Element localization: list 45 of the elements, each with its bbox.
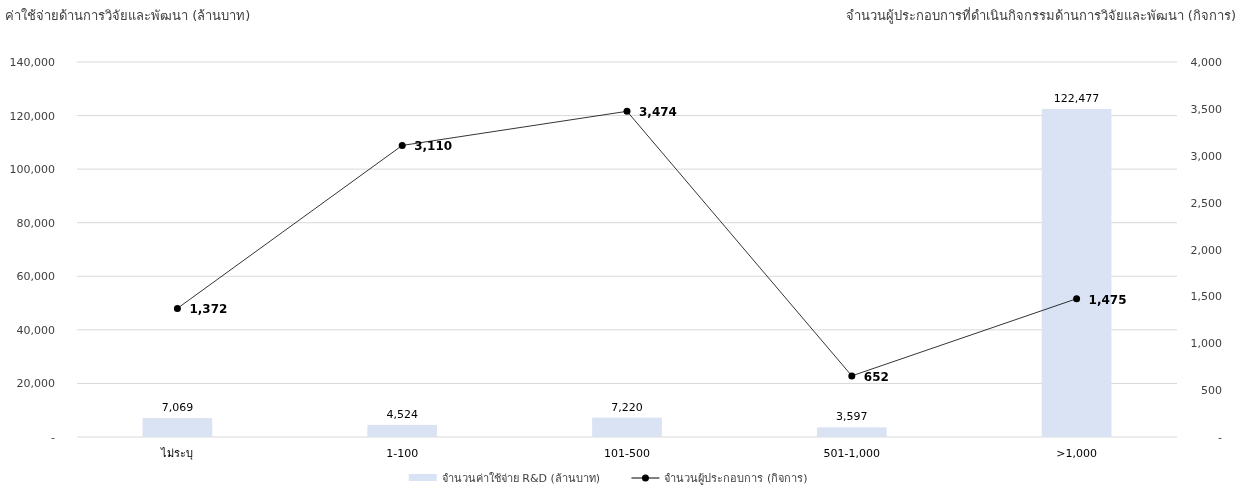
y2-axis-title: จำนวนผู้ประกอบการที่ดำเนินกิจกรรมด้านการวิจัยและพัฒนา (กิจการ) [845, 7, 1236, 24]
y2-tick-label: 3,500 [1190, 102, 1222, 116]
y-tick-label: 100,000 [9, 163, 55, 177]
y2-tick-label: - [1218, 431, 1223, 444]
data-label: 3,474 [639, 105, 677, 120]
data-label: 652 [863, 369, 889, 384]
data-label: 3,110 [414, 139, 453, 154]
y2-tick-label: 3,000 [1190, 149, 1222, 163]
y2-tick-label: 500 [1201, 384, 1222, 398]
y-tick-label: 40,000 [16, 323, 55, 337]
data-label: 7,069 [161, 401, 194, 415]
x-tick-label: 1-100 [386, 447, 419, 460]
y-tick-label: 140,000 [9, 56, 55, 69]
point [623, 107, 631, 115]
data-label: 4,524 [386, 407, 418, 421]
y2-tick-label: 4,000 [1190, 56, 1222, 69]
y-tick-label: 20,000 [16, 377, 55, 391]
bar [367, 424, 438, 437]
legend-label: จำนวนค่าใช้จ่าย R&D (ล้านบาท) [441, 472, 601, 485]
x-tick-label: 101-500 [604, 447, 650, 460]
point [398, 141, 406, 149]
data-label: 1,475 [1088, 292, 1127, 307]
y-tick-label: - [51, 431, 56, 444]
y-tick-label: 80,000 [16, 216, 55, 230]
data-label: 1,372 [189, 302, 228, 317]
bar [816, 427, 887, 437]
y2-tick-label: 1,500 [1190, 290, 1222, 304]
x-tick-label: >1,000 [1056, 447, 1097, 460]
point [173, 304, 181, 312]
y2-tick-label: 2,500 [1190, 196, 1222, 210]
x-tick-label: ไม่ระบุ [160, 447, 194, 460]
bar [592, 417, 662, 437]
y-tick-label: 60,000 [16, 270, 55, 284]
y-tick-label: 120,000 [9, 109, 55, 123]
bar [142, 418, 213, 437]
y2-tick-label: 1,000 [1190, 337, 1222, 351]
y2-tick-label: 2,000 [1190, 243, 1222, 257]
legend-label: จำนวนผู้ประกอบการ (กิจการ) [664, 472, 808, 485]
point [848, 372, 856, 380]
x-tick-label: 501-1,000 [823, 447, 881, 460]
y-axis-title: ค่าใช้จ่ายด้านการวิจัยและพัฒนา (ล้านบาท) [5, 8, 251, 23]
data-label: 122,477 [1053, 91, 1100, 105]
point [1073, 295, 1081, 303]
data-label: 3,597 [836, 410, 868, 424]
data-label: 7,220 [611, 400, 643, 414]
